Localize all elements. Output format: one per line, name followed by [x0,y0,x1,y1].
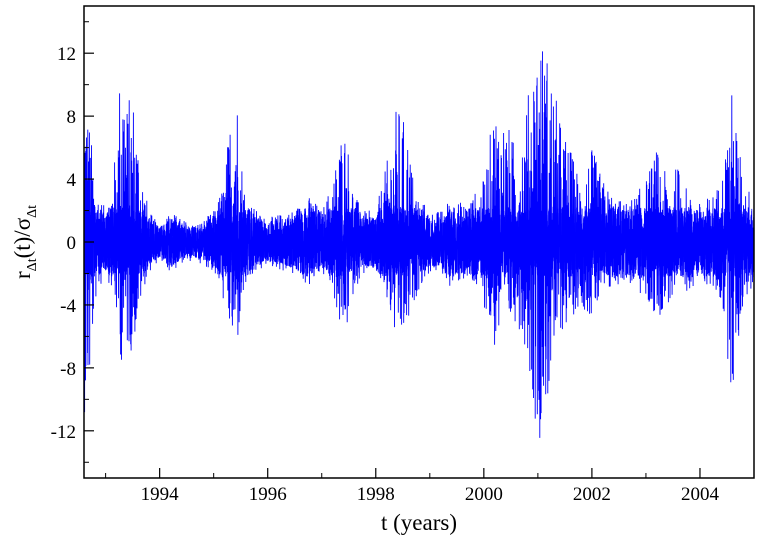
x-axis-title: t (years) [381,510,457,535]
y-tick-label: -12 [51,422,76,443]
x-tick-label: 2004 [681,484,720,505]
x-tick-label: 2000 [465,484,503,505]
y-tick-label: -4 [60,296,76,317]
y-axis-title-main: r [10,271,35,279]
x-axis-ticks: 1994 1996 1998 2000 2002 2004 [105,468,755,505]
y-axis-title-middle: (t)/σ [10,217,35,258]
y-axis-title-sub1: Δt [25,258,40,271]
y-tick-label: 12 [57,44,76,65]
y-tick-label: 0 [67,233,77,254]
x-tick-label: 1996 [249,484,287,505]
y-tick-label: 8 [67,107,77,128]
y-tick-label: 4 [67,170,77,191]
series-layer [83,51,755,438]
y-axis-title-sub2: Δt [25,205,40,218]
x-tick-label: 1994 [141,484,180,505]
y-axis-ticks: -12 -8 -4 0 4 8 12 [51,21,94,463]
y-axis-title: rΔt(t)/σΔt [10,205,40,279]
y-tick-label: -8 [60,359,76,380]
x-tick-label: 1998 [357,484,395,505]
series-core-band [83,207,755,277]
x-tick-label: 2002 [573,484,611,505]
